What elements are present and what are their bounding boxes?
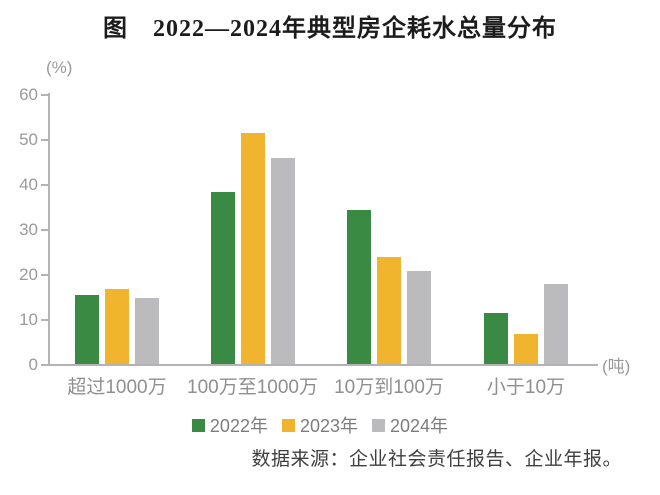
legend-swatch-icon xyxy=(372,418,386,432)
x-axis-category-label: 10万到100万 xyxy=(334,377,444,398)
legend-item: 2024年 xyxy=(372,412,448,438)
y-axis-tick-label: 0 xyxy=(28,355,38,374)
legend-swatch-icon xyxy=(281,418,295,432)
y-axis-tick xyxy=(41,139,49,141)
bar xyxy=(544,284,568,365)
y-axis-tick xyxy=(41,94,49,96)
legend-label: 2022年 xyxy=(209,416,268,436)
y-axis-tick-label: 20 xyxy=(19,265,38,284)
x-axis-category-label: 100万至1000万 xyxy=(187,377,318,398)
y-axis-tick-label: 40 xyxy=(19,175,38,194)
y-axis-tick-label: 50 xyxy=(19,130,38,149)
bar xyxy=(347,209,371,365)
x-axis-category-label: 小于10万 xyxy=(486,377,566,398)
legend-item: 2023年 xyxy=(281,412,359,438)
y-axis-tick xyxy=(41,274,49,276)
bar xyxy=(135,297,159,365)
bar xyxy=(407,270,431,365)
legend-swatch-icon xyxy=(191,418,205,432)
bar xyxy=(270,158,295,365)
x-axis-line xyxy=(48,364,598,366)
legend: 2022年 2023年 2024年 xyxy=(0,412,640,438)
bar xyxy=(210,191,235,365)
bar xyxy=(75,295,99,365)
legend-item: 2022年 xyxy=(191,412,268,438)
y-axis-tick xyxy=(41,319,49,321)
y-axis-tick xyxy=(41,184,49,186)
y-axis-tick-label: 60 xyxy=(19,85,38,104)
y-axis-line xyxy=(48,93,50,366)
bar xyxy=(514,333,538,365)
bar xyxy=(105,288,129,365)
y-axis-unit-label: (%) xyxy=(46,58,73,77)
x-axis-unit-label: (吨) xyxy=(602,357,631,376)
y-axis-tick-label: 10 xyxy=(19,310,38,329)
source-note: 数据来源：企业社会责任报告、企业年报。 xyxy=(251,449,622,470)
legend-label: 2024年 xyxy=(390,416,449,436)
y-axis-tick xyxy=(41,229,49,231)
y-axis-tick-label: 30 xyxy=(19,220,38,239)
y-axis-tick xyxy=(41,364,49,366)
legend-label: 2023年 xyxy=(299,416,359,436)
bar xyxy=(377,257,401,365)
bar xyxy=(240,133,265,365)
chart-title: 图 2022—2024年典型房企耗水总量分布 xyxy=(103,16,557,42)
x-axis-category-label: 超过1000万 xyxy=(67,377,167,398)
bar xyxy=(484,313,508,365)
